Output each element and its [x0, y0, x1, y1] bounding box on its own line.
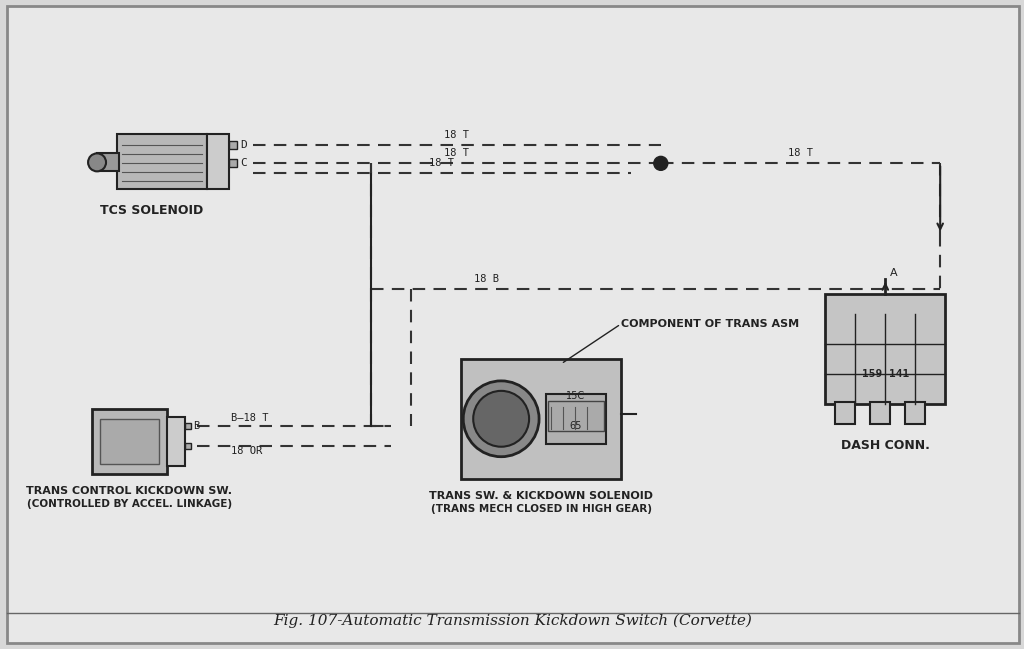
Text: COMPONENT OF TRANS ASM: COMPONENT OF TRANS ASM	[621, 319, 799, 329]
Bar	[228, 160, 237, 167]
Text: 18 T: 18 T	[429, 158, 455, 168]
Text: TRANS SW. & KICKDOWN SOLENOID: TRANS SW. & KICKDOWN SOLENOID	[429, 491, 653, 500]
Bar	[97, 153, 119, 171]
Bar	[905, 402, 926, 424]
Bar	[167, 417, 185, 466]
Bar	[546, 394, 606, 444]
Bar	[825, 294, 945, 404]
Circle shape	[473, 391, 529, 447]
Text: 18 T: 18 T	[788, 149, 813, 158]
Bar	[92, 409, 167, 474]
Bar	[461, 359, 621, 479]
Text: (CONTROLLED BY ACCEL. LINKAGE): (CONTROLLED BY ACCEL. LINKAGE)	[27, 498, 232, 509]
Text: B—18 T: B—18 T	[230, 413, 268, 422]
Text: Fig. 107-Automatic Transmission Kickdown Switch (Corvette): Fig. 107-Automatic Transmission Kickdown…	[273, 614, 753, 628]
Text: A: A	[890, 268, 898, 278]
Text: 18 T: 18 T	[444, 130, 469, 140]
Bar	[548, 401, 604, 431]
Text: D: D	[241, 140, 248, 151]
Text: (TRANS MECH CLOSED IN HIGH GEAR): (TRANS MECH CLOSED IN HIGH GEAR)	[430, 504, 651, 513]
Bar	[117, 134, 207, 190]
Text: B: B	[193, 421, 199, 431]
Bar	[836, 402, 855, 424]
Text: 18 B: 18 B	[474, 274, 499, 284]
Text: TRANS CONTROL KICKDOWN SW.: TRANS CONTROL KICKDOWN SW.	[27, 485, 232, 496]
Text: DASH CONN.: DASH CONN.	[841, 439, 930, 452]
Circle shape	[463, 381, 539, 457]
Text: 18 OR: 18 OR	[230, 446, 262, 456]
Circle shape	[88, 153, 106, 171]
Text: 18 T: 18 T	[444, 149, 469, 158]
Text: 65: 65	[569, 421, 583, 431]
Bar	[207, 134, 228, 190]
Text: 15C: 15C	[566, 391, 586, 401]
Bar	[228, 141, 237, 149]
Text: TCS SOLENOID: TCS SOLENOID	[100, 204, 204, 217]
Bar	[100, 419, 159, 463]
Circle shape	[653, 156, 668, 170]
Bar	[870, 402, 890, 424]
Text: 159 141: 159 141	[861, 369, 909, 379]
Bar	[185, 422, 190, 429]
Bar	[185, 443, 190, 448]
Text: C: C	[241, 158, 248, 168]
